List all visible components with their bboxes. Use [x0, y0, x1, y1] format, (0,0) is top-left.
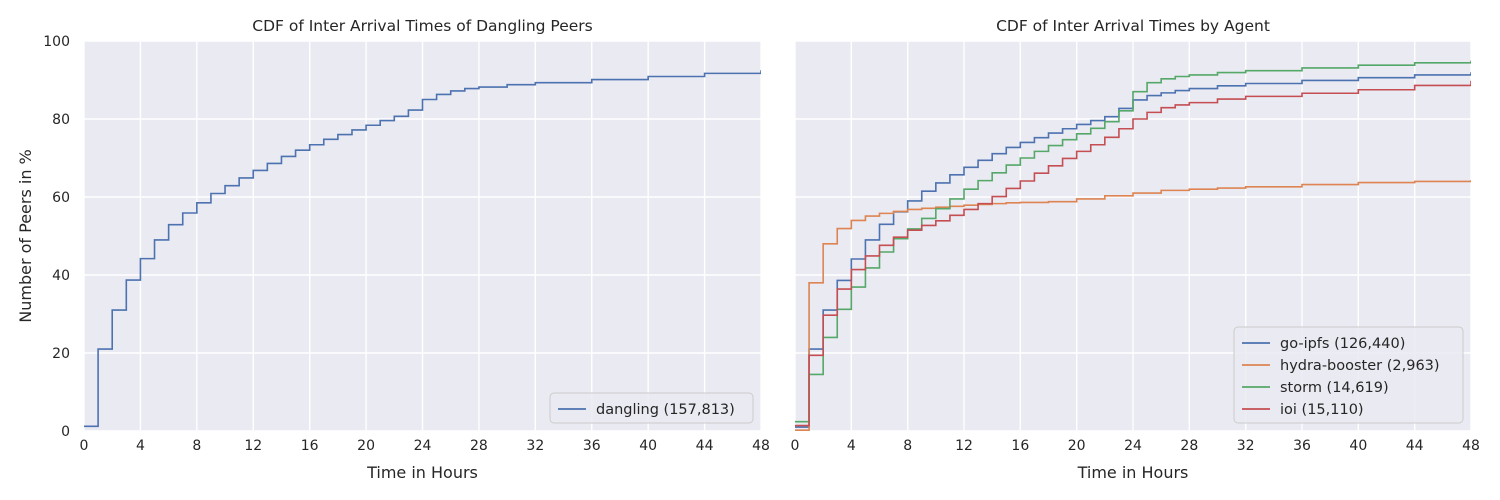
- y-axis-label: Number of Peers in %: [16, 149, 35, 323]
- y-tick-label: 40: [52, 268, 70, 284]
- x-tick-label: 28: [1180, 438, 1198, 454]
- series-line-2: [795, 60, 1471, 423]
- x-tick-label: 8: [903, 438, 912, 454]
- x-tick-label: 44: [1406, 438, 1424, 454]
- x-tick-label: 36: [583, 438, 601, 454]
- chart-title: CDF of Inter Arrival Times of Dangling P…: [252, 17, 592, 35]
- x-tick-label: 4: [136, 438, 145, 454]
- legend-box: [549, 392, 754, 424]
- series-line-3: [795, 80, 1471, 427]
- legend: go-ipfs (126,440) hydra-booster (2,963) st…: [1233, 326, 1464, 424]
- x-tick-label: 44: [696, 438, 714, 454]
- x-tick-label: 48: [752, 438, 770, 454]
- legend-entry: ioi (15,110): [1280, 402, 1364, 418]
- x-tick-label: 48: [1462, 438, 1480, 454]
- x-tick-label: 12: [244, 438, 262, 454]
- x-tick-label: 16: [301, 438, 319, 454]
- x-tick-label: 8: [192, 438, 201, 454]
- x-tick-label: 4: [847, 438, 856, 454]
- y-tick-label: 80: [52, 112, 70, 128]
- x-tick-label: 32: [1237, 438, 1255, 454]
- legend-entry: hydra-booster (2,963): [1280, 358, 1440, 374]
- legend-box: [1233, 326, 1464, 424]
- x-tick-label: 28: [470, 438, 488, 454]
- series-line-0: [84, 70, 761, 428]
- x-tick-label: 24: [414, 438, 432, 454]
- y-tick-label: 60: [52, 190, 70, 206]
- series-line-0: [795, 72, 1471, 428]
- x-tick-label: 40: [639, 438, 657, 454]
- series-line-1: [795, 180, 1471, 431]
- x-tick-label: 40: [1349, 438, 1367, 454]
- x-tick-label: 16: [1011, 438, 1029, 454]
- x-axis-label: Time in Hours: [366, 463, 478, 482]
- x-axis-label: Time in Hours: [1077, 463, 1189, 482]
- x-tick-label: 0: [791, 438, 800, 454]
- y-tick-label: 100: [43, 34, 70, 50]
- x-tick-label: 20: [357, 438, 375, 454]
- y-tick-label: 0: [61, 424, 70, 440]
- x-tick-label: 12: [955, 438, 973, 454]
- x-tick-label: 0: [80, 438, 89, 454]
- y-tick-label: 20: [52, 346, 70, 362]
- x-tick-label: 24: [1124, 438, 1142, 454]
- x-tick-label: 32: [526, 438, 544, 454]
- legend-entry: storm (14,619): [1280, 380, 1389, 396]
- x-tick-label: 20: [1068, 438, 1086, 454]
- legend-entry: dangling (157,813): [596, 402, 735, 418]
- chart-title: CDF of Inter Arrival Times by Agent: [996, 17, 1270, 35]
- x-tick-label: 36: [1293, 438, 1311, 454]
- legend: dangling (157,813): [549, 392, 754, 424]
- legend-entry: go-ipfs (126,440): [1280, 336, 1405, 352]
